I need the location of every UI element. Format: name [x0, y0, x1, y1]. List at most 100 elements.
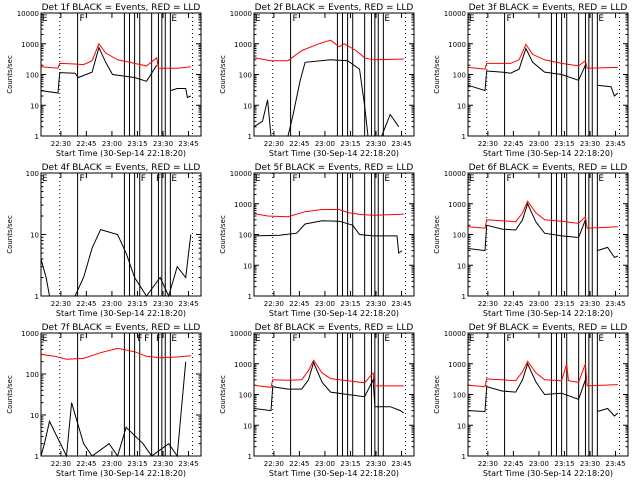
- y-tick-label: 1: [35, 133, 39, 141]
- mode-letter: F: [506, 14, 511, 24]
- x-tick-label: 23:30: [366, 460, 386, 468]
- y-tick-label: 1: [462, 453, 466, 461]
- x-tick-label: 23:45: [605, 460, 625, 468]
- plot-frame: [467, 332, 629, 457]
- y-tick-label: 100: [453, 72, 466, 80]
- x-axis-label: Start Time (30-Sep-14 22:18:20): [483, 469, 613, 478]
- y-axis-label: Counts/sec: [6, 55, 14, 94]
- y-tick-label: 1000: [234, 41, 252, 49]
- y-axis-label: Counts/sec: [219, 55, 227, 94]
- plot-frame: [253, 332, 415, 457]
- y-tick-label: 1000: [448, 201, 466, 209]
- mode-letter: E: [469, 334, 475, 344]
- x-tick-label: 22:45: [503, 300, 523, 308]
- x-axis-label: Start Time (30-Sep-14 22:18:20): [56, 309, 186, 318]
- y-tick-label: 1: [462, 293, 466, 301]
- x-axis-label: Start Time (30-Sep-14 22:18:20): [269, 309, 399, 318]
- y-tick-label: 1: [248, 293, 252, 301]
- y-tick-label: 10000: [444, 330, 466, 338]
- y-tick-label: 1: [462, 133, 466, 141]
- y-tick-label: 10: [30, 102, 39, 110]
- y-axis-label: Counts/sec: [6, 215, 14, 254]
- x-tick-label: 23:30: [580, 460, 600, 468]
- x-tick-label: 23:45: [178, 300, 198, 308]
- x-tick-label: 22:45: [503, 140, 523, 148]
- x-tick-label: 23:15: [127, 140, 147, 148]
- x-axis-label: Start Time (30-Sep-14 22:18:20): [483, 309, 613, 318]
- mode-letter: F: [292, 14, 297, 24]
- x-tick-label: 23:45: [391, 140, 411, 148]
- series-line-events: [253, 220, 403, 254]
- plot-frame: [40, 12, 202, 137]
- y-tick-label: 10000: [230, 330, 252, 338]
- series-line-events: [40, 361, 187, 458]
- detector-panel: Det 1f BLACK = Events, RED = LLD Counts/s…: [6, 3, 202, 158]
- series-line-events: [467, 47, 619, 97]
- series-line-events: [40, 46, 191, 99]
- y-tick-label: 100: [239, 392, 252, 400]
- x-tick-label: 23:45: [605, 140, 625, 148]
- mode-letter: E: [384, 334, 390, 344]
- y-tick-label: 10000: [230, 10, 252, 18]
- x-tick-label: 23:15: [127, 460, 147, 468]
- detector-panel: Det 7f BLACK = Events, RED = LLD Counts/s…: [6, 323, 202, 478]
- mode-letter: E: [171, 334, 177, 344]
- mode-letter: E: [255, 174, 261, 184]
- y-tick-label: 10: [457, 422, 466, 430]
- y-tick-label: 1000: [234, 361, 252, 369]
- detector-panel: Det 2f BLACK = Events, RED = LLD Counts/s…: [219, 3, 415, 158]
- x-tick-label: 23:45: [605, 300, 625, 308]
- x-tick-label: 22:45: [289, 300, 309, 308]
- y-tick-label: 1000: [448, 361, 466, 369]
- mode-letter: F: [79, 334, 84, 344]
- y-tick-label: 100: [239, 232, 252, 240]
- plot-title: Det 3f BLACK = Events, RED = LLD: [469, 3, 628, 13]
- x-tick-label: 23:15: [340, 300, 360, 308]
- mode-letter: E: [384, 14, 390, 24]
- y-tick-label: 100: [453, 392, 466, 400]
- x-tick-label: 23:15: [554, 460, 574, 468]
- plot-title: Det 5f BLACK = Events, RED = LLD: [255, 163, 414, 173]
- detector-panel: Det 4f BLACK = Events, RED = LLD Counts/s…: [6, 163, 202, 318]
- mode-letter: F: [156, 174, 161, 184]
- detector-panel: Det 3f BLACK = Events, RED = LLD Counts/s…: [433, 3, 629, 158]
- x-tick-label: 23:45: [391, 460, 411, 468]
- mode-letter: F: [506, 174, 511, 184]
- detector-panel: Det 8f BLACK = Events, RED = LLD Counts/s…: [219, 323, 415, 478]
- y-tick-label: 10000: [17, 10, 39, 18]
- y-tick-label: 10: [457, 102, 466, 110]
- series-line-events: [253, 59, 400, 137]
- series-line-events: [467, 202, 618, 259]
- y-tick-label: 1: [35, 453, 39, 461]
- mode-letter: F: [144, 334, 149, 344]
- mode-letter: F: [292, 334, 297, 344]
- x-axis-label: Start Time (30-Sep-14 22:18:20): [56, 469, 186, 478]
- series-line-lld: [40, 42, 191, 69]
- y-axis-label: Counts/sec: [219, 375, 227, 414]
- y-tick-label: 1: [35, 293, 39, 301]
- x-tick-label: 22:30: [264, 460, 284, 468]
- x-tick-label: 23:15: [340, 140, 360, 148]
- x-tick-label: 23:30: [153, 460, 173, 468]
- plot-title: Det 7f BLACK = Events, RED = LLD: [42, 323, 201, 333]
- x-tick-label: 23:00: [102, 300, 122, 308]
- x-tick-label: 23:45: [178, 460, 198, 468]
- x-tick-label: 23:00: [529, 460, 549, 468]
- y-tick-label: 1: [248, 133, 252, 141]
- mode-letter: E: [42, 334, 48, 344]
- detector-panel: Det 6f BLACK = Events, RED = LLD Counts/s…: [433, 163, 629, 318]
- y-tick-label: 100: [239, 72, 252, 80]
- x-tick-label: 23:00: [315, 300, 335, 308]
- x-tick-label: 22:30: [264, 140, 284, 148]
- y-tick-label: 1000: [21, 330, 39, 338]
- y-axis-label: Counts/sec: [433, 215, 441, 254]
- mode-letter: E: [598, 174, 604, 184]
- plot-frame: [40, 172, 202, 297]
- plot-frame: [40, 332, 202, 457]
- x-tick-label: 23:30: [153, 140, 173, 148]
- y-axis-label: Counts/sec: [433, 375, 441, 414]
- mode-letter: F: [506, 334, 511, 344]
- series-line-lld: [467, 360, 618, 388]
- series-line-lld: [253, 39, 404, 62]
